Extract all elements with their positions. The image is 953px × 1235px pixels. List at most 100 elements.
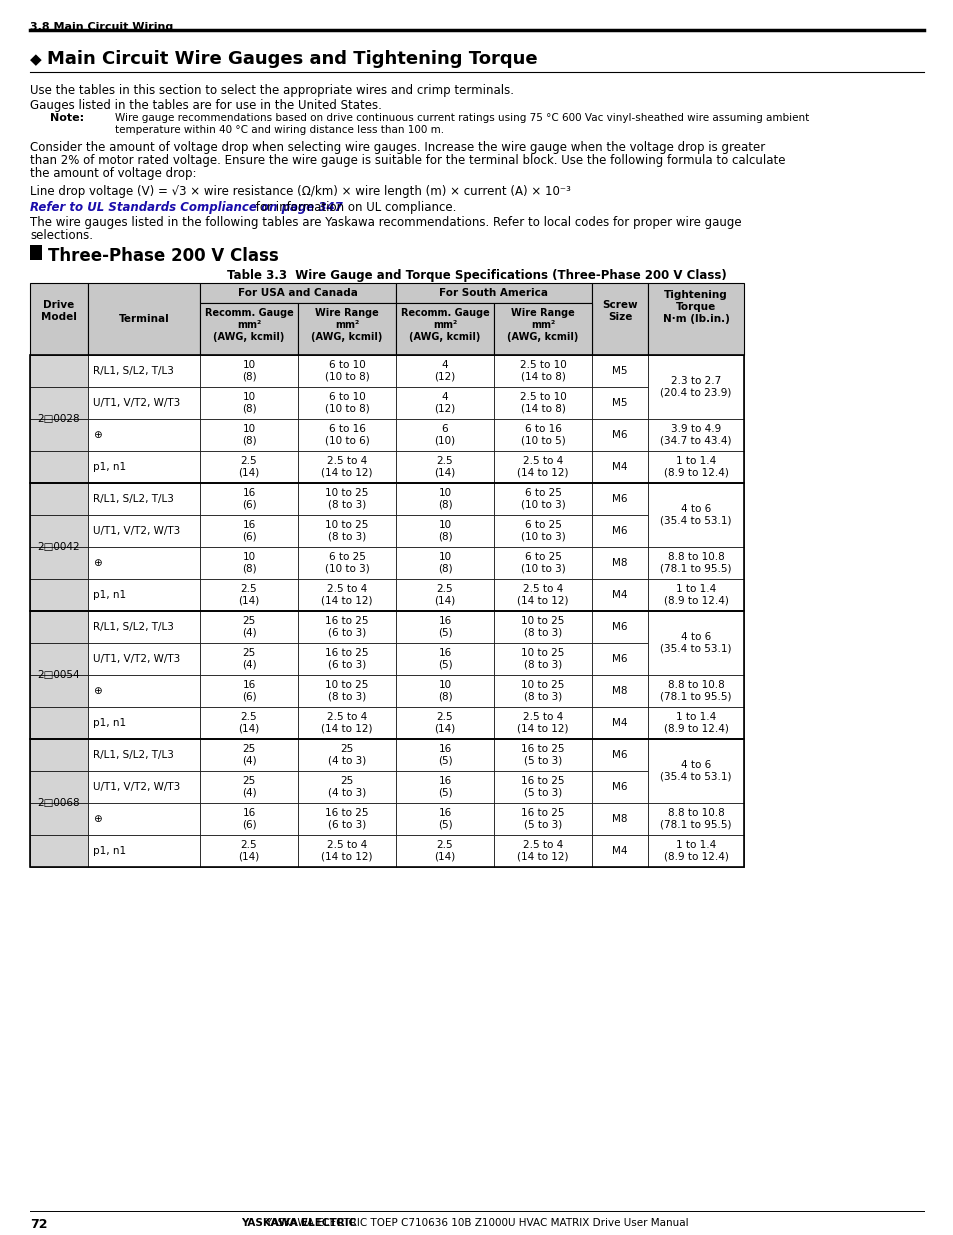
Bar [30, 676, 88, 706]
Text: 16 to 25
(6 to 3): 16 to 25 (6 to 3) [325, 648, 369, 669]
Text: 6 to 10
(10 to 8): 6 to 10 (10 to 8) [324, 361, 369, 382]
Bar [395, 483, 494, 515]
Bar [297, 303, 395, 354]
Text: 4
(12): 4 (12) [434, 393, 456, 414]
Text: M5: M5 [612, 366, 627, 375]
Text: R/L1, S/L2, T/L3: R/L1, S/L2, T/L3 [92, 366, 173, 375]
Text: 2□0028: 2□0028 [38, 414, 80, 424]
Bar [297, 611, 395, 643]
Text: Main Circuit Wire Gauges and Tightening Torque: Main Circuit Wire Gauges and Tightening … [47, 49, 537, 68]
Text: 2.5
(14): 2.5 (14) [434, 840, 456, 862]
Bar [30, 739, 743, 867]
Text: Note:: Note: [50, 112, 84, 124]
Text: 25
(4): 25 (4) [241, 777, 256, 798]
Bar [647, 451, 743, 483]
Text: Drive
Model: Drive Model [41, 300, 77, 322]
Text: M8: M8 [612, 814, 627, 824]
Text: 2□0068: 2□0068 [38, 798, 80, 808]
Text: 1 to 1.4
(8.9 to 12.4): 1 to 1.4 (8.9 to 12.4) [663, 840, 728, 862]
Text: Line drop voltage (V) = √3 × wire resistance (Ω/km) × wire length (m) × current : Line drop voltage (V) = √3 × wire resist… [30, 185, 570, 198]
Text: 16 to 25
(6 to 3): 16 to 25 (6 to 3) [325, 808, 369, 830]
Bar [592, 706, 647, 739]
Bar [200, 739, 297, 771]
Bar [297, 419, 395, 451]
Bar [88, 451, 200, 483]
Bar [494, 835, 592, 867]
Bar [592, 354, 647, 387]
Bar [592, 547, 647, 579]
Text: 6 to 25
(10 to 3): 6 to 25 (10 to 3) [520, 520, 565, 542]
Bar [297, 354, 395, 387]
Bar [395, 803, 494, 835]
Bar [88, 835, 200, 867]
Bar [494, 515, 592, 547]
Bar [592, 283, 647, 354]
Text: 2.5
(14): 2.5 (14) [434, 584, 456, 606]
Bar [592, 643, 647, 676]
Text: 25
(4): 25 (4) [241, 616, 256, 637]
Bar [200, 803, 297, 835]
Bar [395, 771, 494, 803]
Bar [647, 419, 743, 451]
Text: the amount of voltage drop:: the amount of voltage drop: [30, 167, 196, 180]
Text: 2.5
(14): 2.5 (14) [238, 713, 259, 734]
Text: ⊕: ⊕ [92, 814, 102, 824]
Text: Wire Range
mm²
(AWG, kcmil): Wire Range mm² (AWG, kcmil) [311, 309, 382, 342]
Bar [200, 303, 297, 354]
Text: YASKAWA ELECTRIC: YASKAWA ELECTRIC [241, 1218, 356, 1228]
Bar [200, 483, 297, 515]
Bar [494, 451, 592, 483]
Text: ⊕: ⊕ [92, 685, 102, 697]
Bar [592, 676, 647, 706]
Text: 4
(12): 4 (12) [434, 361, 456, 382]
Text: 2.5 to 4
(14 to 12): 2.5 to 4 (14 to 12) [321, 584, 373, 606]
Text: 10 to 25
(8 to 3): 10 to 25 (8 to 3) [520, 680, 564, 701]
Text: 2.5 to 4
(14 to 12): 2.5 to 4 (14 to 12) [517, 840, 568, 862]
Bar [395, 579, 494, 611]
Bar [30, 451, 88, 483]
Bar [592, 835, 647, 867]
Bar [494, 303, 592, 354]
Bar [297, 579, 395, 611]
Bar [30, 611, 88, 643]
Bar [592, 579, 647, 611]
Text: Consider the amount of voltage drop when selecting wire gauges. Increase the wir: Consider the amount of voltage drop when… [30, 141, 764, 154]
Text: 10
(8): 10 (8) [241, 424, 256, 446]
Bar [30, 245, 42, 261]
Bar [88, 643, 200, 676]
Text: 2.5
(14): 2.5 (14) [434, 456, 456, 478]
Text: 16
(5): 16 (5) [437, 745, 452, 766]
Text: For South America: For South America [439, 288, 548, 298]
Text: 2.5 to 4
(14 to 12): 2.5 to 4 (14 to 12) [517, 713, 568, 734]
Bar [30, 387, 88, 419]
Text: 2.5
(14): 2.5 (14) [434, 713, 456, 734]
Bar [494, 643, 592, 676]
Bar [200, 515, 297, 547]
Text: Wire gauge recommendations based on drive continuous current ratings using 75 °C: Wire gauge recommendations based on driv… [115, 112, 808, 124]
Text: 16
(5): 16 (5) [437, 777, 452, 798]
Bar [395, 387, 494, 419]
Text: ◆: ◆ [30, 52, 42, 67]
Bar [647, 354, 743, 419]
Bar [297, 706, 395, 739]
Text: p1, n1: p1, n1 [92, 462, 126, 472]
Bar [297, 451, 395, 483]
Bar [494, 483, 592, 515]
Text: 72: 72 [30, 1218, 48, 1231]
Text: 6 to 25
(10 to 3): 6 to 25 (10 to 3) [520, 552, 565, 574]
Text: Gauges listed in the tables are for use in the United States.: Gauges listed in the tables are for use … [30, 99, 381, 112]
Bar [30, 739, 88, 771]
Text: R/L1, S/L2, T/L3: R/L1, S/L2, T/L3 [92, 750, 173, 760]
Bar [494, 676, 592, 706]
Text: M6: M6 [612, 782, 627, 792]
Bar [88, 676, 200, 706]
Bar [592, 451, 647, 483]
Bar [30, 706, 88, 739]
Text: 16
(6): 16 (6) [241, 520, 256, 542]
Text: R/L1, S/L2, T/L3: R/L1, S/L2, T/L3 [92, 622, 173, 632]
Text: 25
(4): 25 (4) [241, 745, 256, 766]
Text: 16 to 25
(5 to 3): 16 to 25 (5 to 3) [520, 745, 564, 766]
Bar [200, 387, 297, 419]
Bar [647, 483, 743, 547]
Bar [395, 643, 494, 676]
